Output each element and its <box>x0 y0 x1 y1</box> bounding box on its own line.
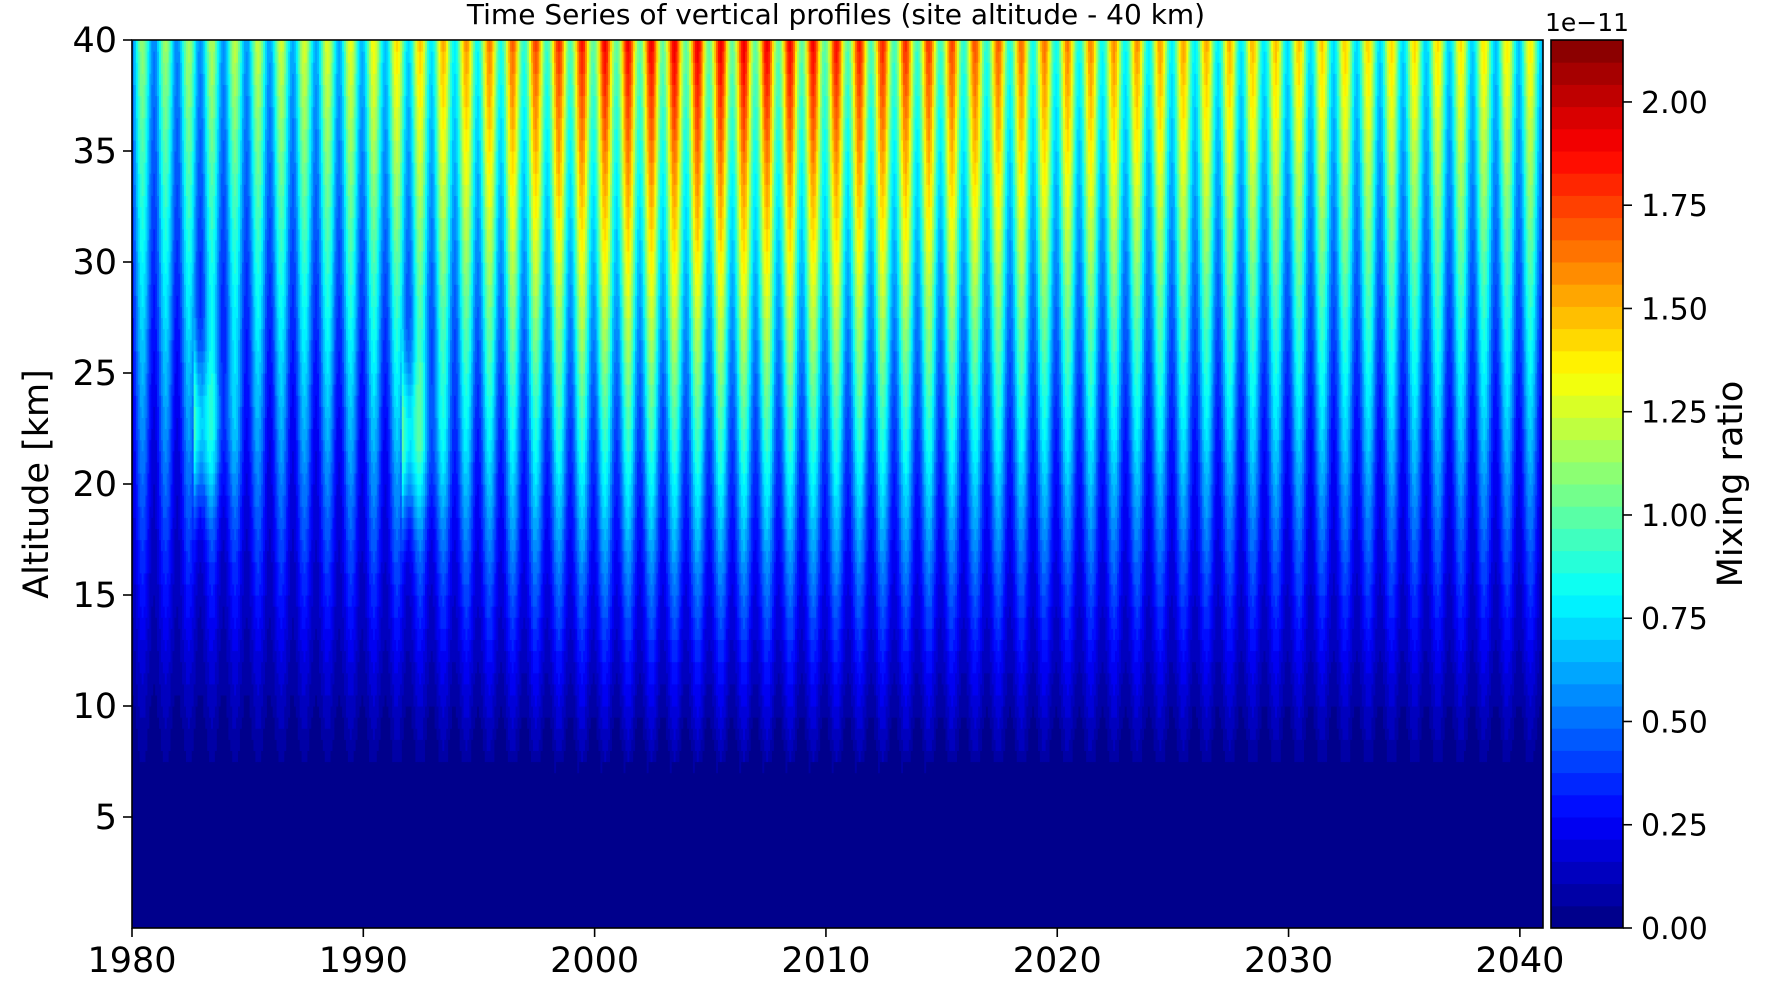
heatmap-cells <box>132 40 1544 929</box>
plot-area <box>132 40 1544 929</box>
chart-title: Time Series of vertical profiles (site a… <box>466 0 1205 31</box>
